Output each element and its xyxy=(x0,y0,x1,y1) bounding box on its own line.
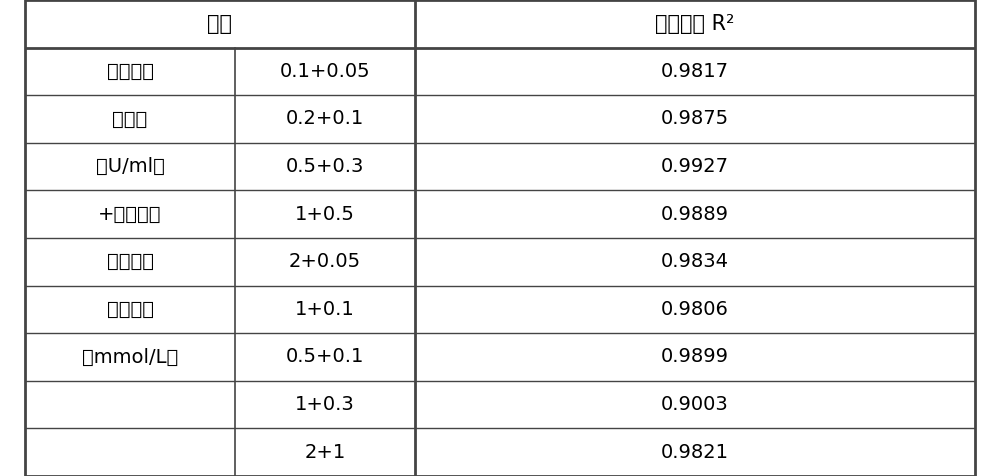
Text: 2+1: 2+1 xyxy=(304,443,346,462)
Text: （mmol/L）: （mmol/L） xyxy=(82,347,178,367)
Text: 0.9834: 0.9834 xyxy=(661,252,729,271)
Text: 发色底物: 发色底物 xyxy=(106,252,154,271)
Text: 0.9821: 0.9821 xyxy=(661,443,729,462)
Text: 1+0.5: 1+0.5 xyxy=(295,205,355,224)
Text: 1+0.3: 1+0.3 xyxy=(295,395,355,414)
Text: 0.1+0.05: 0.1+0.05 xyxy=(280,62,370,81)
Text: 0.5+0.3: 0.5+0.3 xyxy=(286,157,364,176)
Text: 标准曲线 R²: 标准曲线 R² xyxy=(655,14,735,34)
Text: 0.9889: 0.9889 xyxy=(661,205,729,224)
Text: 作浓度: 作浓度 xyxy=(112,109,148,129)
Text: 1+0.1: 1+0.1 xyxy=(295,300,355,319)
Text: +凝血酶的: +凝血酶的 xyxy=(98,205,162,224)
Text: 0.9003: 0.9003 xyxy=(661,395,729,414)
Text: 工作浓度: 工作浓度 xyxy=(106,300,154,319)
Text: 项目: 项目 xyxy=(208,14,232,34)
Text: 0.9899: 0.9899 xyxy=(661,347,729,367)
Text: 凝血酶工: 凝血酶工 xyxy=(106,62,154,81)
Text: 0.5+0.1: 0.5+0.1 xyxy=(286,347,364,367)
Text: 0.9875: 0.9875 xyxy=(661,109,729,129)
Text: 0.9806: 0.9806 xyxy=(661,300,729,319)
Text: 0.2+0.1: 0.2+0.1 xyxy=(286,109,364,129)
Text: 0.9927: 0.9927 xyxy=(661,157,729,176)
Text: 0.9817: 0.9817 xyxy=(661,62,729,81)
Text: （U/ml）: （U/ml） xyxy=(96,157,164,176)
Text: 2+0.05: 2+0.05 xyxy=(289,252,361,271)
